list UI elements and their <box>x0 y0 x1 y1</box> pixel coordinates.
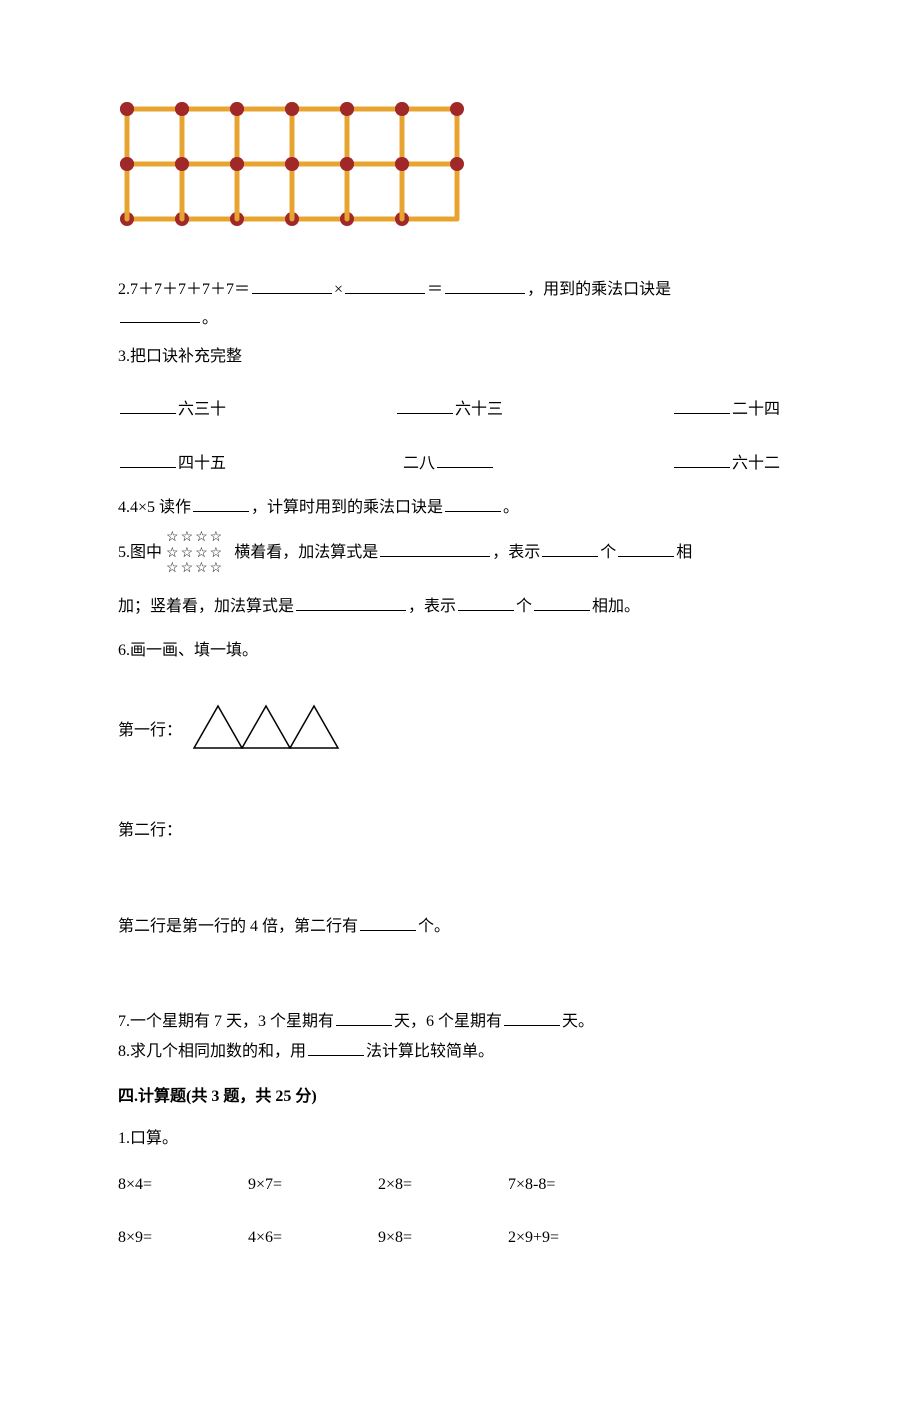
q5-star-row-3: ☆☆☆☆ <box>166 561 224 576</box>
q7-blank-1 <box>336 1010 392 1026</box>
q4-blank-2 <box>445 496 501 512</box>
q5-pre: 5.图中 <box>118 544 162 561</box>
q5-blank-2 <box>542 541 598 557</box>
q5-ta: 横着看，加法算式是 <box>234 544 378 561</box>
q8-a: 8.求几个相同加数的和，用 <box>118 1043 306 1060</box>
q4-blank-1 <box>193 496 249 512</box>
q6-triangles <box>192 704 340 759</box>
q6-row1: 第一行： <box>118 704 810 759</box>
q7-a: 7.一个星期有 7 天，3 个星期有 <box>118 1013 334 1030</box>
q3-r2-b-prefix: 二八 <box>403 455 435 472</box>
q6-conclusion: 第二行是第一行的 4 倍，第二行有 个。 <box>118 914 810 940</box>
q2-period: 。 <box>202 310 218 327</box>
calc-r0-c3: 7×8-8= <box>508 1172 658 1198</box>
section4-heading: 四.计算题(共 3 题，共 25 分) <box>118 1084 810 1110</box>
q3-row2: 四十五 二八 六十二 <box>118 451 810 477</box>
calc-r1-c0: 8×9= <box>118 1225 248 1251</box>
q5-blank-1 <box>380 541 490 557</box>
q3-intro: 3.把口诀补充完整 <box>118 344 810 370</box>
q3-r1-a-suffix: 六三十 <box>178 401 226 418</box>
q3-r2-c-suffix: 六十二 <box>732 455 780 472</box>
q5-star-row-2: ☆☆☆☆ <box>166 546 224 561</box>
matchstick-grid-figure <box>118 100 810 237</box>
q3-r1-c-blank <box>674 398 730 414</box>
q2-times: × <box>334 281 343 298</box>
q5-blank-3 <box>618 541 674 557</box>
q7-c: 天。 <box>562 1013 594 1030</box>
q7-blank-2 <box>504 1010 560 1026</box>
q3-r2-c: 六十二 <box>672 451 780 477</box>
matchstick-svg <box>118 100 466 228</box>
q5-td: 相 <box>676 544 692 561</box>
q2-line2: 。 <box>118 306 810 332</box>
q3-r2-a-blank <box>120 452 176 468</box>
q3-r1-b-blank <box>397 398 453 414</box>
calc-r0-c0: 8×4= <box>118 1172 248 1198</box>
q3-r1-a-blank <box>120 398 176 414</box>
q5-tc: 个 <box>600 544 616 561</box>
q5-l2b: ，表示 <box>408 598 456 615</box>
q5-tb: ，表示 <box>492 544 540 561</box>
q5-blank-6 <box>534 595 590 611</box>
q5-l2a: 加；竖着看，加法算式是 <box>118 598 294 615</box>
q3-r1-c: 二十四 <box>672 397 780 423</box>
q6-ca: 第二行是第一行的 4 倍，第二行有 <box>118 918 358 935</box>
q3-r1-c-suffix: 二十四 <box>732 401 780 418</box>
q3-r1-b-suffix: 六十三 <box>455 401 503 418</box>
q5-blank-4 <box>296 595 406 611</box>
q6-blank <box>360 915 416 931</box>
q5-star-row-1: ☆☆☆☆ <box>166 530 224 545</box>
q8-line: 8.求几个相同加数的和，用 法计算比较简单。 <box>118 1039 810 1065</box>
q4-mid: ，计算时用到的乘法口诀是 <box>251 499 443 516</box>
q2-blank-4 <box>120 307 200 323</box>
q3-r2-a: 四十五 <box>118 451 226 477</box>
triangles-svg <box>192 704 340 750</box>
q5-l2c: 个 <box>516 598 532 615</box>
q3-r2-b: 二八 <box>403 451 495 477</box>
q2-blank-1 <box>252 278 332 294</box>
q5-stars: ☆☆☆☆ ☆☆☆☆ ☆☆☆☆ <box>166 530 224 576</box>
q4-pre: 4.4×5 读作 <box>118 499 191 516</box>
q3-row1: 六三十 六十三 二十四 <box>118 397 810 423</box>
calc-r1-c2: 9×8= <box>378 1225 508 1251</box>
q2-trail: ，用到的乘法口诀是 <box>527 281 671 298</box>
calc-r1-c1: 4×6= <box>248 1225 378 1251</box>
q8-blank <box>308 1040 364 1056</box>
q6-intro: 6.画一画、填一填。 <box>118 638 810 664</box>
q7-b: 天，6 个星期有 <box>394 1013 502 1030</box>
section4-sub1: 1.口算。 <box>118 1126 810 1152</box>
q6-row2-label: 第二行： <box>118 822 182 839</box>
calc-grid: 8×4= 9×7= 2×8= 7×8-8= 8×9= 4×6= 9×8= 2×9… <box>118 1172 810 1251</box>
q5-line2: 加；竖着看，加法算式是 ，表示 个 相加。 <box>118 594 810 620</box>
q5-blank-5 <box>458 595 514 611</box>
q5-line1: 5.图中 ☆☆☆☆ ☆☆☆☆ ☆☆☆☆ 横着看，加法算式是 ，表示 个 相 <box>118 530 810 576</box>
q3-r1-b: 六十三 <box>395 397 503 423</box>
q2-eq: ＝ <box>427 281 443 298</box>
q4-end: 。 <box>503 499 519 516</box>
calc-r1-c3: 2×9+9= <box>508 1225 658 1251</box>
q3-r2-b-blank <box>437 452 493 468</box>
q6-cb: 个。 <box>418 918 450 935</box>
q6-row2: 第二行： <box>118 818 810 844</box>
q2-prefix: 2.7＋7＋7＋7＋7＝ <box>118 281 250 298</box>
calc-r0-c2: 2×8= <box>378 1172 508 1198</box>
q2-line1: 2.7＋7＋7＋7＋7＝ × ＝ ，用到的乘法口诀是 <box>118 277 810 303</box>
q6-row1-label: 第一行： <box>118 721 182 738</box>
q5-l2d: 相加。 <box>592 598 640 615</box>
q2-blank-3 <box>445 278 525 294</box>
calc-r0-c1: 9×7= <box>248 1172 378 1198</box>
q8-b: 法计算比较简单。 <box>366 1043 494 1060</box>
q4-line: 4.4×5 读作 ，计算时用到的乘法口诀是 。 <box>118 495 810 521</box>
q7-line: 7.一个星期有 7 天，3 个星期有 天，6 个星期有 天。 <box>118 1009 810 1035</box>
q3-r2-c-blank <box>674 452 730 468</box>
q3-r1-a: 六三十 <box>118 397 226 423</box>
q2-blank-2 <box>345 278 425 294</box>
q3-r2-a-suffix: 四十五 <box>178 455 226 472</box>
